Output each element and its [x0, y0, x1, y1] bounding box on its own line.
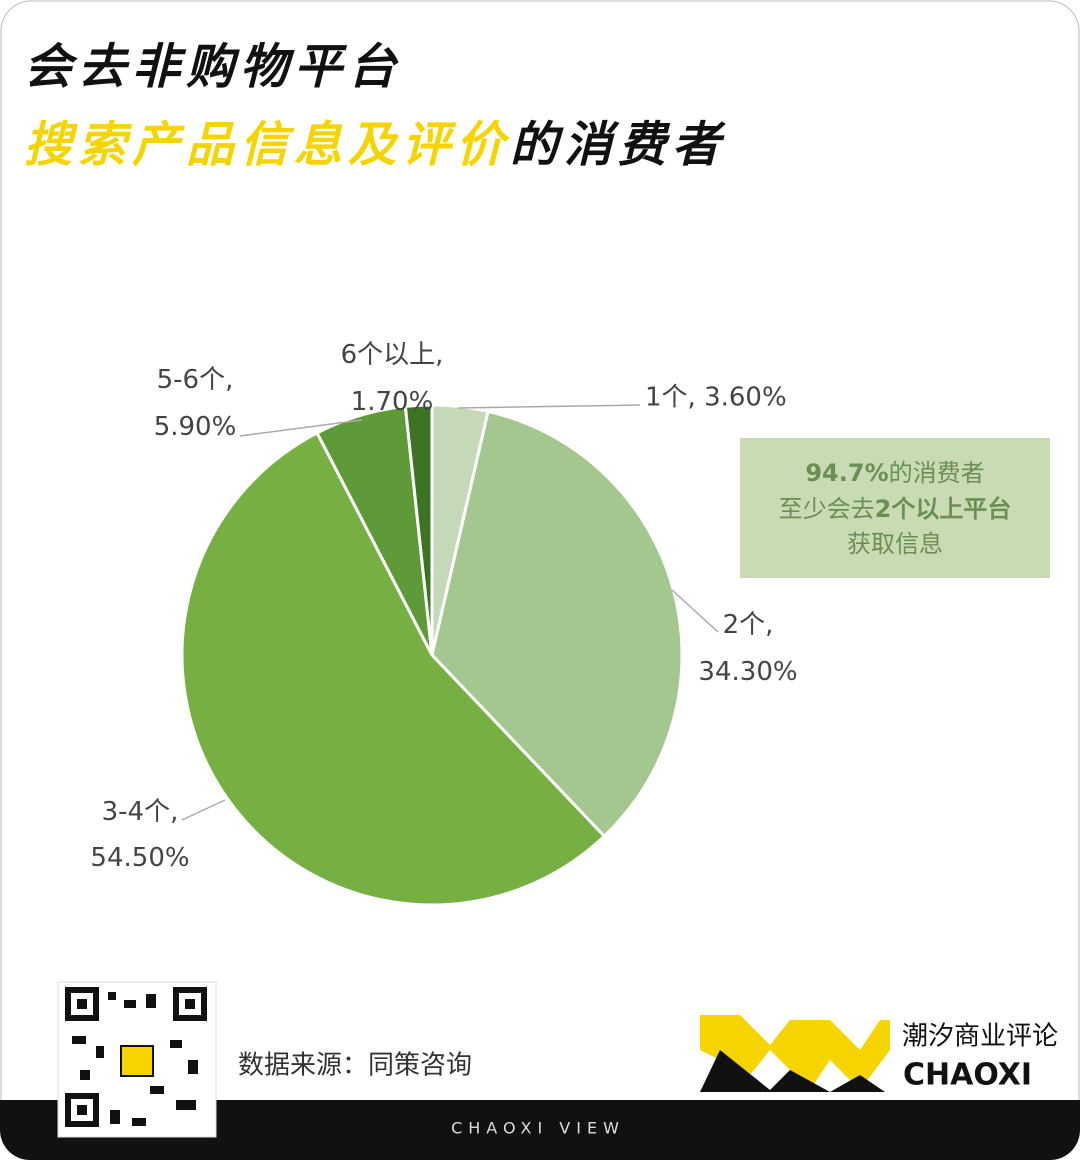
data-label-line: 3-4个, — [102, 797, 179, 827]
pie-slice — [180, 430, 607, 907]
data-label: 2个, 34.30% — [698, 610, 797, 687]
data-label-line: 5.90% — [154, 412, 237, 442]
leader-line — [181, 799, 226, 821]
footer-bar — [0, 1100, 1080, 1160]
data-label-line: 6个以上, — [341, 340, 444, 370]
logo — [700, 1015, 890, 1092]
annotation: 获取信息 — [847, 530, 943, 558]
annotation-text: 至少会去 — [779, 495, 875, 523]
qr-code — [57, 981, 217, 1138]
data-label-line: 34.30% — [698, 657, 797, 687]
brand-cn: 潮汐商业评论 — [902, 1022, 1058, 1052]
data-label-line: 2个, — [723, 610, 774, 640]
annotation-box — [740, 438, 1050, 578]
pie-slice — [403, 403, 434, 656]
annotation-bold: 94.7% — [805, 459, 888, 487]
leader-line — [457, 404, 641, 409]
data-label: 6个以上, 1.70% — [341, 340, 444, 417]
leader-line — [239, 419, 363, 437]
data-label: 3-4个, 54.50% — [90, 797, 189, 873]
source: 数据来源：同策咨询 — [238, 1051, 472, 1081]
pie-slice — [430, 409, 684, 839]
footer-bar-text: CHAOXI VIEW — [451, 1119, 625, 1138]
data-label-line: 1.70% — [351, 387, 434, 417]
annotation-bold: 2个以上平台 — [875, 495, 1012, 523]
title-2: 搜索产品信息及评价的消费者 — [24, 117, 726, 173]
brand-en: CHAOXI — [903, 1058, 1032, 1093]
data-label: 1个, 3.60% — [645, 383, 787, 413]
title: 会去非购物平台 — [24, 39, 402, 95]
leader-line — [671, 589, 719, 633]
pie: 1个, 3.60% 2个, 34.30% 3-4个, 54.50% 5-6个, 5.90% 6… — [90, 340, 798, 907]
title-rest: 的消费者 — [510, 117, 726, 173]
annotation: 至少会去2个以上平台 — [779, 495, 1012, 523]
data-label-line: 54.50% — [90, 843, 189, 873]
annotation-text: 的消费者 — [889, 459, 985, 487]
data-label: 5-6个, 5.90% — [154, 365, 237, 442]
title-highlight: 搜索产品信息及评价 — [24, 117, 510, 173]
data-label-line: 5-6个, — [157, 365, 234, 395]
annotation: 94.7%的消费者 — [805, 459, 984, 487]
